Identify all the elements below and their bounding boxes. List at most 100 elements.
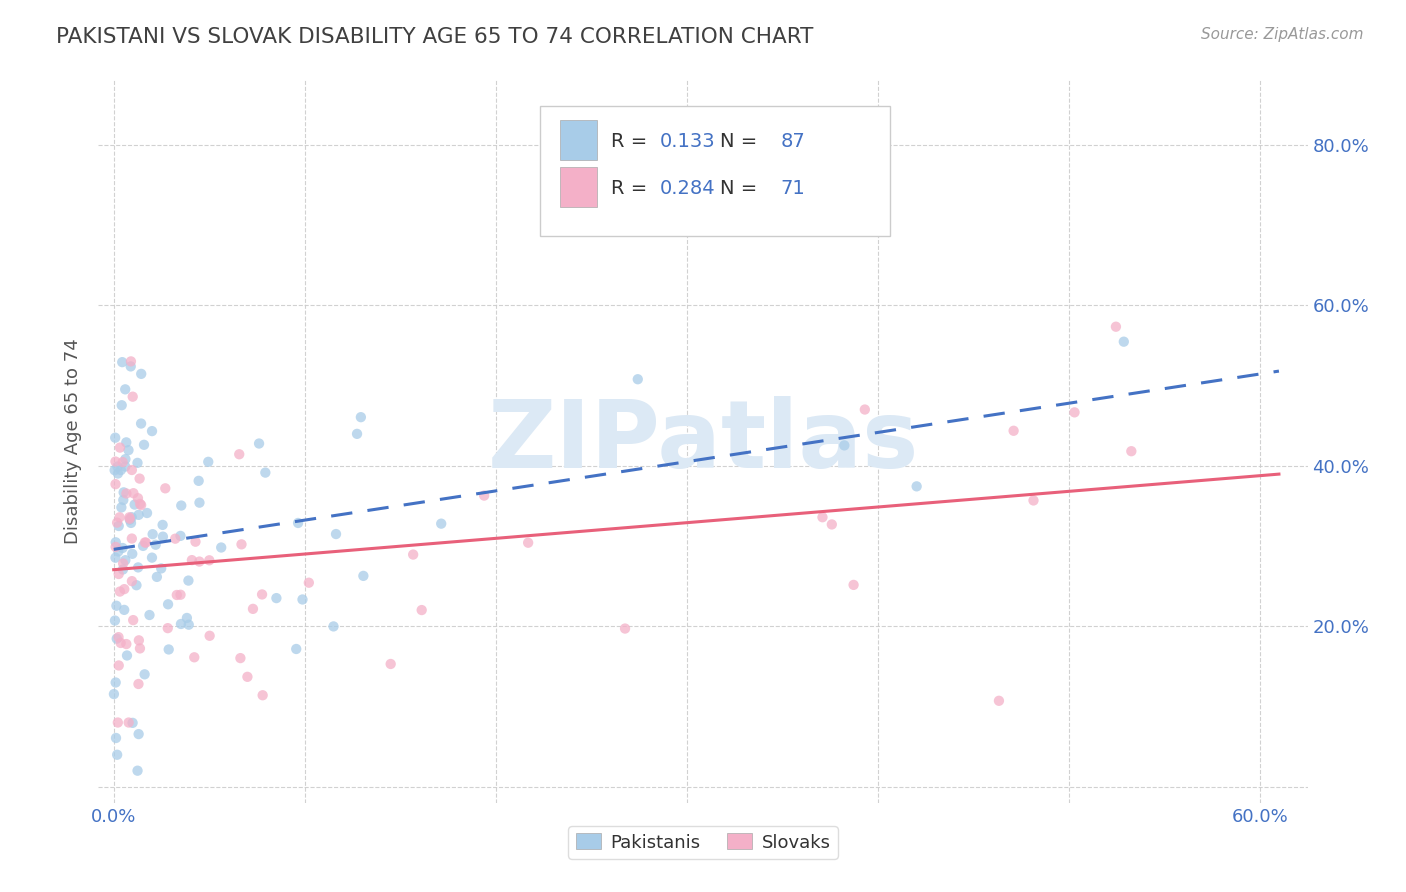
Point — [177, 617, 200, 632]
Point — [252, 688, 274, 702]
Point — [117, 443, 139, 458]
Point — [103, 687, 125, 701]
Point — [108, 510, 131, 524]
Point — [1121, 444, 1143, 458]
Point — [107, 544, 129, 558]
Point — [104, 454, 127, 468]
Point — [105, 747, 128, 762]
Point — [145, 538, 167, 552]
Point — [834, 438, 856, 452]
Text: R =: R = — [612, 132, 654, 152]
Point — [121, 463, 143, 477]
Point — [118, 715, 141, 730]
Point — [107, 459, 129, 474]
Point — [105, 731, 128, 745]
Point — [104, 431, 127, 445]
Point — [105, 516, 128, 530]
Point — [198, 629, 221, 643]
Point — [104, 535, 127, 549]
Point — [127, 764, 149, 778]
Point — [228, 447, 250, 461]
Text: R =: R = — [612, 179, 654, 198]
Point — [176, 611, 198, 625]
Point — [128, 727, 150, 741]
Text: N =: N = — [720, 132, 763, 152]
Point — [322, 619, 344, 633]
Point — [114, 452, 136, 467]
Point — [135, 535, 157, 549]
Point — [138, 607, 160, 622]
FancyBboxPatch shape — [540, 105, 890, 235]
Point — [111, 562, 134, 576]
Point — [187, 474, 209, 488]
Point — [197, 455, 219, 469]
Point — [134, 667, 156, 681]
Point — [107, 519, 129, 533]
Point — [141, 550, 163, 565]
Point — [285, 642, 308, 657]
Point — [346, 426, 368, 441]
Point — [350, 410, 373, 425]
Point — [183, 650, 205, 665]
Point — [184, 534, 207, 549]
Point — [112, 582, 135, 596]
Point — [122, 486, 145, 500]
Point — [118, 510, 141, 524]
Point — [105, 632, 128, 646]
Point — [287, 516, 309, 530]
Point — [987, 694, 1010, 708]
Text: 71: 71 — [780, 179, 806, 198]
Point — [127, 677, 149, 691]
Point — [128, 472, 150, 486]
Legend: Pakistanis, Slovaks: Pakistanis, Slovaks — [568, 826, 838, 859]
Point — [104, 614, 127, 628]
Point — [129, 367, 152, 381]
Point — [111, 455, 134, 469]
Point — [112, 493, 135, 508]
Point — [472, 489, 495, 503]
Point — [853, 402, 876, 417]
Point — [811, 510, 834, 524]
Point — [121, 532, 143, 546]
Point — [129, 417, 152, 431]
Point — [129, 497, 152, 511]
Point — [114, 382, 136, 396]
Point — [108, 441, 131, 455]
Text: Source: ZipAtlas.com: Source: ZipAtlas.com — [1201, 27, 1364, 42]
Point — [104, 550, 127, 565]
Point — [107, 630, 129, 644]
Point — [108, 584, 131, 599]
Point — [188, 555, 211, 569]
Point — [114, 553, 136, 567]
Point — [127, 560, 149, 574]
Point — [129, 498, 152, 512]
Point — [142, 527, 165, 541]
Point — [136, 506, 159, 520]
FancyBboxPatch shape — [561, 120, 596, 160]
Point — [112, 557, 135, 571]
Point — [124, 498, 146, 512]
Point — [121, 390, 143, 404]
Point — [115, 648, 138, 663]
Text: PAKISTANI VS SLOVAK DISABILITY AGE 65 TO 74 CORRELATION CHART: PAKISTANI VS SLOVAK DISABILITY AGE 65 TO… — [56, 27, 814, 46]
Point — [107, 467, 129, 481]
Point — [115, 486, 138, 500]
Point — [114, 459, 136, 474]
Point — [104, 675, 127, 690]
Point — [380, 657, 402, 671]
Point — [266, 591, 288, 606]
Point — [170, 617, 193, 632]
Point — [242, 602, 264, 616]
Point — [115, 435, 138, 450]
Point — [129, 641, 152, 656]
Point — [125, 578, 148, 592]
Point — [1105, 319, 1128, 334]
FancyBboxPatch shape — [561, 167, 596, 207]
Point — [1112, 334, 1135, 349]
Point — [127, 456, 149, 470]
Point — [821, 517, 844, 532]
Point — [110, 463, 132, 477]
Text: N =: N = — [720, 179, 763, 198]
Point — [188, 496, 211, 510]
Point — [166, 588, 188, 602]
